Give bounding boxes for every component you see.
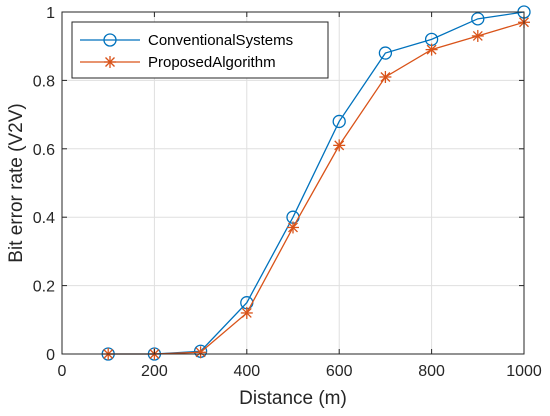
data-point-asterisk	[333, 139, 346, 152]
legend-circle-marker	[103, 33, 117, 47]
y-tick-label: 0.6	[33, 142, 55, 159]
x-tick-label: 200	[141, 363, 168, 380]
y-tick-label: 1	[46, 5, 55, 22]
data-point-circle	[471, 12, 485, 26]
y-axis-label: Bit error rate (V2V)	[6, 103, 27, 262]
data-point-circle	[332, 114, 346, 129]
x-tick-label: 600	[326, 363, 353, 380]
x-tick-label: 400	[233, 363, 260, 380]
tick-layer: 0 200 400 600 800 1000 0 0.2 0.4 0.6 0.8 1	[33, 5, 542, 380]
legend-entry-conventional: ConventionalSystems	[80, 32, 293, 49]
legend-label-conventional: ConventionalSystems	[148, 32, 293, 49]
x-axis-label: Distance (m)	[239, 388, 347, 409]
x-tick-label: 0	[58, 363, 67, 380]
y-tick-label: 0.8	[33, 73, 55, 90]
x-tick-label: 1000	[506, 363, 542, 380]
data-point-asterisk	[240, 306, 253, 319]
data-point-circle	[378, 46, 393, 60]
legend-asterisk-marker	[104, 56, 116, 68]
data-point-asterisk	[287, 221, 299, 234]
legend-label-proposed: ProposedAlgorithm	[148, 54, 276, 71]
data-point-asterisk	[379, 70, 392, 83]
legend: ConventionalSystems ProposedAlgorithm	[71, 21, 329, 79]
legend-entry-proposed: ProposedAlgorithm	[80, 54, 276, 71]
data-point-asterisk	[194, 346, 207, 359]
plot-frame	[61, 11, 525, 355]
data-point-asterisk	[425, 43, 438, 56]
y-tick-label: 0.4	[33, 210, 55, 227]
y-tick-label: 0.2	[33, 279, 55, 296]
data-point-asterisk	[471, 29, 484, 42]
series-line	[108, 21, 525, 355]
legend-box	[71, 21, 329, 79]
x-tick-label: 800	[418, 363, 445, 380]
y-tick-label: 0	[46, 347, 55, 364]
